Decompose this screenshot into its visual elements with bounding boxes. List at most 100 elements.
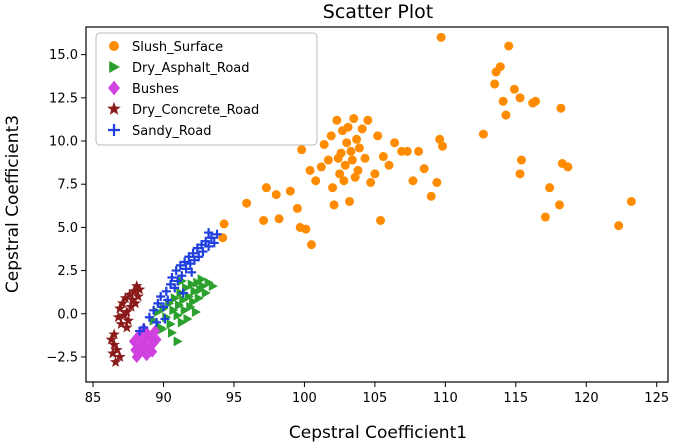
data-point xyxy=(297,145,307,155)
data-point xyxy=(504,41,514,51)
legend-marker xyxy=(108,80,120,96)
data-point xyxy=(285,186,295,196)
data-point xyxy=(167,327,177,338)
data-point xyxy=(147,345,158,358)
legend-marker xyxy=(109,41,119,51)
data-point xyxy=(123,288,136,300)
data-point xyxy=(540,212,550,222)
data-point xyxy=(259,215,269,225)
data-point xyxy=(219,219,229,229)
data-point xyxy=(173,336,183,347)
data-point xyxy=(357,124,367,134)
data-point xyxy=(129,297,142,309)
legend-label: Dry_Concrete_Road xyxy=(132,103,259,118)
data-point xyxy=(332,115,342,125)
series-sandy-road xyxy=(135,228,222,336)
data-point xyxy=(150,325,161,338)
data-point xyxy=(326,131,336,141)
data-point xyxy=(173,310,183,321)
data-point xyxy=(132,290,144,302)
y-tick-label: 12.5 xyxy=(49,91,78,106)
data-point xyxy=(545,183,555,193)
data-point xyxy=(171,266,181,276)
data-point xyxy=(180,257,190,267)
data-point xyxy=(187,279,197,290)
x-tick-label: 125 xyxy=(644,391,669,406)
y-tick-label: 15.0 xyxy=(49,48,78,63)
data-point xyxy=(370,169,380,179)
data-point xyxy=(126,293,139,305)
data-point xyxy=(349,114,359,124)
data-point xyxy=(178,288,188,298)
data-points xyxy=(105,32,636,367)
x-axis-label: Cepstral Coefficient1 xyxy=(289,423,467,443)
data-point xyxy=(366,177,376,187)
plot-frame xyxy=(85,26,669,383)
data-point xyxy=(166,319,176,330)
data-point xyxy=(347,155,357,165)
data-point xyxy=(201,288,211,299)
data-point xyxy=(121,321,133,333)
series-dry-concrete-road xyxy=(105,280,146,367)
data-point xyxy=(316,162,326,172)
data-point xyxy=(131,280,143,291)
data-point xyxy=(626,196,636,206)
data-point xyxy=(177,271,187,281)
data-point xyxy=(242,198,252,208)
data-point xyxy=(408,176,418,186)
data-point xyxy=(328,183,338,193)
data-point xyxy=(346,146,356,156)
series-dry-asphalt-road xyxy=(149,274,218,347)
data-point xyxy=(306,240,316,250)
data-point xyxy=(175,300,185,311)
data-point xyxy=(311,176,321,186)
y-tick-label: 2.5 xyxy=(57,264,78,279)
x-tick-label: 85 xyxy=(85,391,102,406)
data-point xyxy=(376,215,386,225)
data-point xyxy=(189,296,199,307)
series-slush-surface xyxy=(218,32,636,250)
data-point xyxy=(209,238,219,248)
data-point xyxy=(340,160,350,170)
data-point xyxy=(156,291,166,301)
data-point xyxy=(345,196,355,206)
data-point xyxy=(336,148,346,158)
data-point xyxy=(180,305,190,316)
data-point xyxy=(153,298,163,308)
data-point xyxy=(188,248,198,258)
data-point xyxy=(554,200,564,210)
data-point xyxy=(169,305,179,316)
legend-marker xyxy=(107,101,121,115)
data-point xyxy=(149,305,159,315)
data-point xyxy=(161,286,171,296)
data-point xyxy=(363,115,373,125)
data-point xyxy=(201,236,211,246)
y-tick-label: 0.0 xyxy=(57,307,78,322)
x-tick-label: 120 xyxy=(574,391,599,406)
data-point xyxy=(426,191,436,201)
data-point xyxy=(353,165,363,175)
data-point xyxy=(343,122,353,132)
data-point xyxy=(158,324,168,335)
data-point xyxy=(495,62,505,72)
data-point xyxy=(163,295,173,305)
y-tick-label: 10.0 xyxy=(49,135,78,150)
data-point xyxy=(115,318,127,329)
data-point xyxy=(144,312,154,322)
x-tick-label: 110 xyxy=(433,391,458,406)
data-point xyxy=(177,275,187,286)
data-point xyxy=(352,134,362,144)
data-point xyxy=(135,326,145,336)
data-point xyxy=(111,344,123,355)
data-point xyxy=(128,285,140,297)
data-point xyxy=(179,294,189,305)
data-point xyxy=(335,169,345,179)
legend-label: Dry_Asphalt_Road xyxy=(132,61,250,76)
data-point xyxy=(121,306,133,317)
data-point xyxy=(181,264,191,274)
data-point xyxy=(194,293,204,304)
data-point xyxy=(305,165,315,175)
data-point xyxy=(160,314,170,324)
data-point xyxy=(204,241,214,251)
